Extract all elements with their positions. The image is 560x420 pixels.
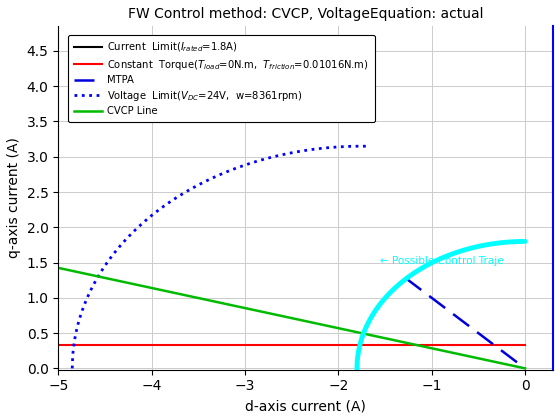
CVCP Line bbox=[207, 298, 214, 303]
Current  Limit($I_{rated}$=1.8A) bbox=[399, 279, 406, 284]
MTPA bbox=[449, 311, 456, 316]
CVCP Line bbox=[240, 305, 246, 310]
Constant  Torque($T_{load}$=0N.m,  $T_{friction}$=0.01016N.m) bbox=[55, 343, 62, 348]
Voltage  Limit($V_{DC}$=24V,  w=8361rpm) bbox=[121, 239, 128, 244]
Line: CVCP Line: CVCP Line bbox=[58, 268, 525, 368]
Current  Limit($I_{rated}$=1.8A) bbox=[353, 366, 360, 371]
Voltage  Limit($V_{DC}$=24V,  w=8361rpm) bbox=[290, 150, 297, 155]
Text: ← Possible Control Traje: ← Possible Control Traje bbox=[380, 256, 504, 266]
Constant  Torque($T_{load}$=0N.m,  $T_{friction}$=0.01016N.m) bbox=[511, 343, 517, 348]
Voltage  Limit($V_{DC}$=24V,  w=8361rpm) bbox=[144, 216, 151, 221]
Voltage  Limit($V_{DC}$=24V,  w=8361rpm) bbox=[69, 366, 76, 371]
Voltage  Limit($V_{DC}$=24V,  w=8361rpm) bbox=[358, 144, 365, 149]
CVCP Line bbox=[348, 328, 355, 333]
Constant  Torque($T_{load}$=0N.m,  $T_{friction}$=0.01016N.m) bbox=[307, 343, 314, 348]
Line: Current  Limit($I_{rated}$=1.8A): Current Limit($I_{rated}$=1.8A) bbox=[357, 241, 525, 368]
Voltage  Limit($V_{DC}$=24V,  w=8361rpm) bbox=[265, 155, 272, 160]
Constant  Torque($T_{load}$=0N.m,  $T_{friction}$=0.01016N.m) bbox=[279, 343, 286, 348]
CVCP Line bbox=[394, 339, 401, 344]
Constant  Torque($T_{load}$=0N.m,  $T_{friction}$=0.01016N.m) bbox=[522, 343, 529, 348]
MTPA bbox=[488, 341, 495, 346]
MTPA bbox=[441, 305, 447, 310]
Voltage  Limit($V_{DC}$=24V,  w=8361rpm) bbox=[242, 162, 249, 167]
MTPA bbox=[416, 286, 423, 291]
Title: FW Control method: CVCP, VoltageEquation: actual: FW Control method: CVCP, VoltageEquation… bbox=[128, 7, 483, 21]
Line: MTPA: MTPA bbox=[405, 278, 525, 368]
CVCP Line bbox=[111, 278, 118, 283]
CVCP Line bbox=[55, 265, 62, 270]
Current  Limit($I_{rated}$=1.8A) bbox=[522, 239, 529, 244]
Y-axis label: q-axis current (A): q-axis current (A) bbox=[7, 138, 21, 258]
Current  Limit($I_{rated}$=1.8A) bbox=[411, 270, 418, 276]
Voltage  Limit($V_{DC}$=24V,  w=8361rpm) bbox=[363, 144, 370, 149]
MTPA bbox=[477, 332, 484, 337]
Line: Voltage  Limit($V_{DC}$=24V,  w=8361rpm): Voltage Limit($V_{DC}$=24V, w=8361rpm) bbox=[72, 146, 366, 368]
Current  Limit($I_{rated}$=1.8A) bbox=[515, 239, 522, 244]
Legend: Current  Limit($I_{rated}$=1.8A), Constant  Torque($T_{load}$=0N.m,  $T_{frictio: Current Limit($I_{rated}$=1.8A), Constan… bbox=[68, 35, 375, 122]
Current  Limit($I_{rated}$=1.8A) bbox=[422, 264, 428, 269]
Constant  Torque($T_{load}$=0N.m,  $T_{friction}$=0.01016N.m) bbox=[333, 343, 339, 348]
MTPA bbox=[522, 366, 529, 371]
MTPA bbox=[402, 276, 409, 281]
Current  Limit($I_{rated}$=1.8A) bbox=[398, 280, 405, 285]
Constant  Torque($T_{load}$=0N.m,  $T_{friction}$=0.01016N.m) bbox=[277, 343, 283, 348]
CVCP Line bbox=[392, 338, 399, 343]
Current  Limit($I_{rated}$=1.8A) bbox=[475, 244, 482, 249]
Constant  Torque($T_{load}$=0N.m,  $T_{friction}$=0.01016N.m) bbox=[437, 343, 444, 348]
Voltage  Limit($V_{DC}$=24V,  w=8361rpm) bbox=[202, 179, 209, 184]
MTPA bbox=[489, 341, 496, 346]
X-axis label: d-axis current (A): d-axis current (A) bbox=[245, 399, 366, 413]
CVCP Line bbox=[522, 366, 529, 371]
